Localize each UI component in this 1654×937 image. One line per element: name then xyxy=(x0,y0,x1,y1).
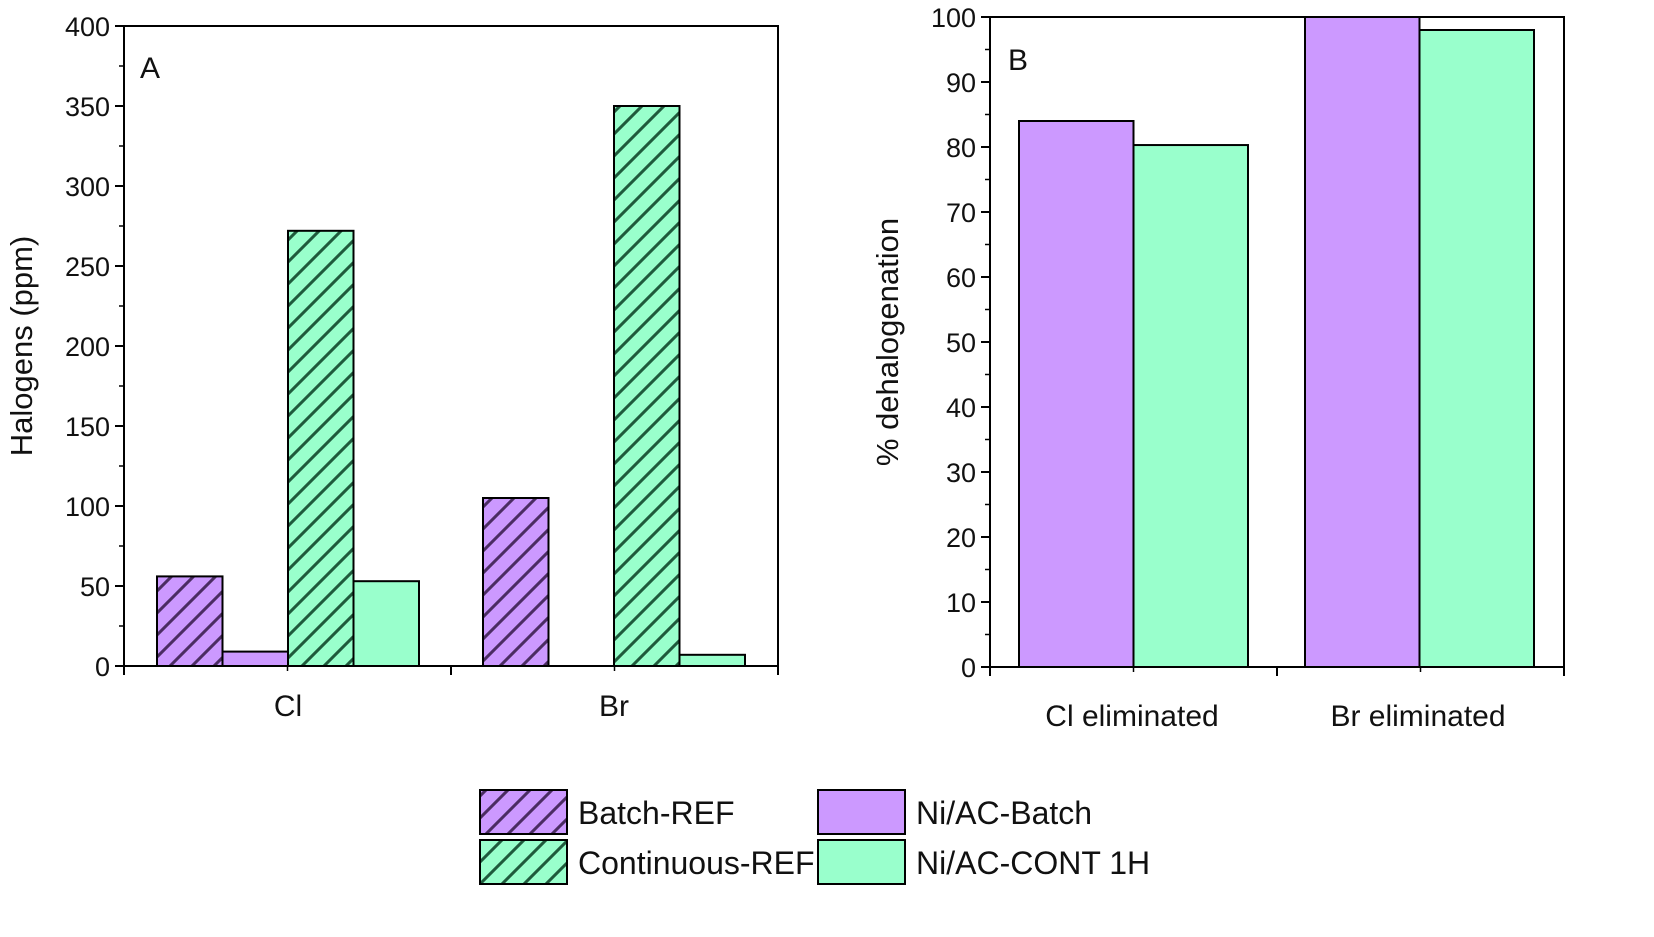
y-tick-label: 200 xyxy=(65,332,110,362)
bars-a xyxy=(156,105,746,668)
y-tick-label: 350 xyxy=(65,92,110,122)
y-axis-title-b: % dehalogenation xyxy=(870,218,905,466)
category-label: Cl xyxy=(274,690,302,723)
legend-item: Ni/AC-CONT 1H xyxy=(817,839,1150,885)
y-tick-label: 150 xyxy=(65,412,110,442)
bar xyxy=(1132,144,1249,669)
y-tick-label: 50 xyxy=(80,572,110,602)
legend-swatch xyxy=(817,789,906,835)
legend-label: Continuous-REF xyxy=(578,845,815,881)
bar xyxy=(482,497,550,667)
y-tick-label: 0 xyxy=(95,652,110,682)
y-tick-label: 400 xyxy=(65,12,110,42)
y-tick-label: 60 xyxy=(946,263,976,293)
bar xyxy=(613,105,681,667)
legend-swatch xyxy=(479,839,568,885)
bar xyxy=(1304,16,1421,668)
y-tick-label: 10 xyxy=(946,588,976,618)
y-tick-label: 20 xyxy=(946,523,976,553)
bar xyxy=(156,575,224,668)
bar xyxy=(1418,29,1535,668)
y-axis-b: 0 10 20 30 40 50 60 70 80 90 100 xyxy=(931,3,1565,683)
x-axis-b: Cl eliminated Br eliminated xyxy=(1045,700,1505,733)
panel-label-a: A xyxy=(140,52,160,85)
y-tick-label: 100 xyxy=(931,3,976,33)
y-tick-label: 0 xyxy=(961,653,976,683)
bar xyxy=(678,653,746,667)
legend-label: Ni/AC-CONT 1H xyxy=(916,845,1150,881)
y-tick-label: 100 xyxy=(65,492,110,522)
x-axis-a: Cl Br xyxy=(274,690,629,723)
y-tick-label: 40 xyxy=(946,393,976,423)
chart-panel-a: A 0 50 100 150 200 250 300 350 400 Cl Br Halogen… xyxy=(4,12,779,723)
y-tick-label: 90 xyxy=(946,68,976,98)
bar xyxy=(352,580,420,668)
category-label: Br xyxy=(599,690,629,723)
bar xyxy=(221,650,289,667)
y-tick-label: 80 xyxy=(946,133,976,163)
legend-item: Ni/AC-Batch xyxy=(817,789,1092,835)
y-tick-label: 300 xyxy=(65,172,110,202)
legend-item: Batch-REF xyxy=(479,789,734,835)
bar xyxy=(1018,120,1135,668)
category-label: Cl eliminated xyxy=(1045,700,1218,733)
legend-swatch xyxy=(817,839,906,885)
y-axis-a: 0 50 100 150 200 250 300 350 400 xyxy=(65,12,779,682)
legend-label: Ni/AC-Batch xyxy=(916,795,1092,831)
chart-panel-b: B 0 10 20 30 40 50 60 70 80 90 100 Cl eliminated B… xyxy=(870,3,1565,733)
y-tick-label: 30 xyxy=(946,458,976,488)
y-tick-label: 50 xyxy=(946,328,976,358)
category-label: Br eliminated xyxy=(1330,700,1505,733)
y-axis-title-a: Halogens (ppm) xyxy=(4,236,39,457)
bar xyxy=(287,229,355,668)
legend-swatch xyxy=(479,789,568,835)
bars-b xyxy=(1018,16,1535,669)
legend-label: Batch-REF xyxy=(578,795,734,831)
legend: Batch-REF Ni/AC-Batch Continuous-REF Ni/… xyxy=(479,789,1150,885)
y-tick-label: 250 xyxy=(65,252,110,282)
y-tick-label: 70 xyxy=(946,198,976,228)
panel-label-b: B xyxy=(1008,44,1028,77)
legend-item: Continuous-REF xyxy=(479,839,815,885)
